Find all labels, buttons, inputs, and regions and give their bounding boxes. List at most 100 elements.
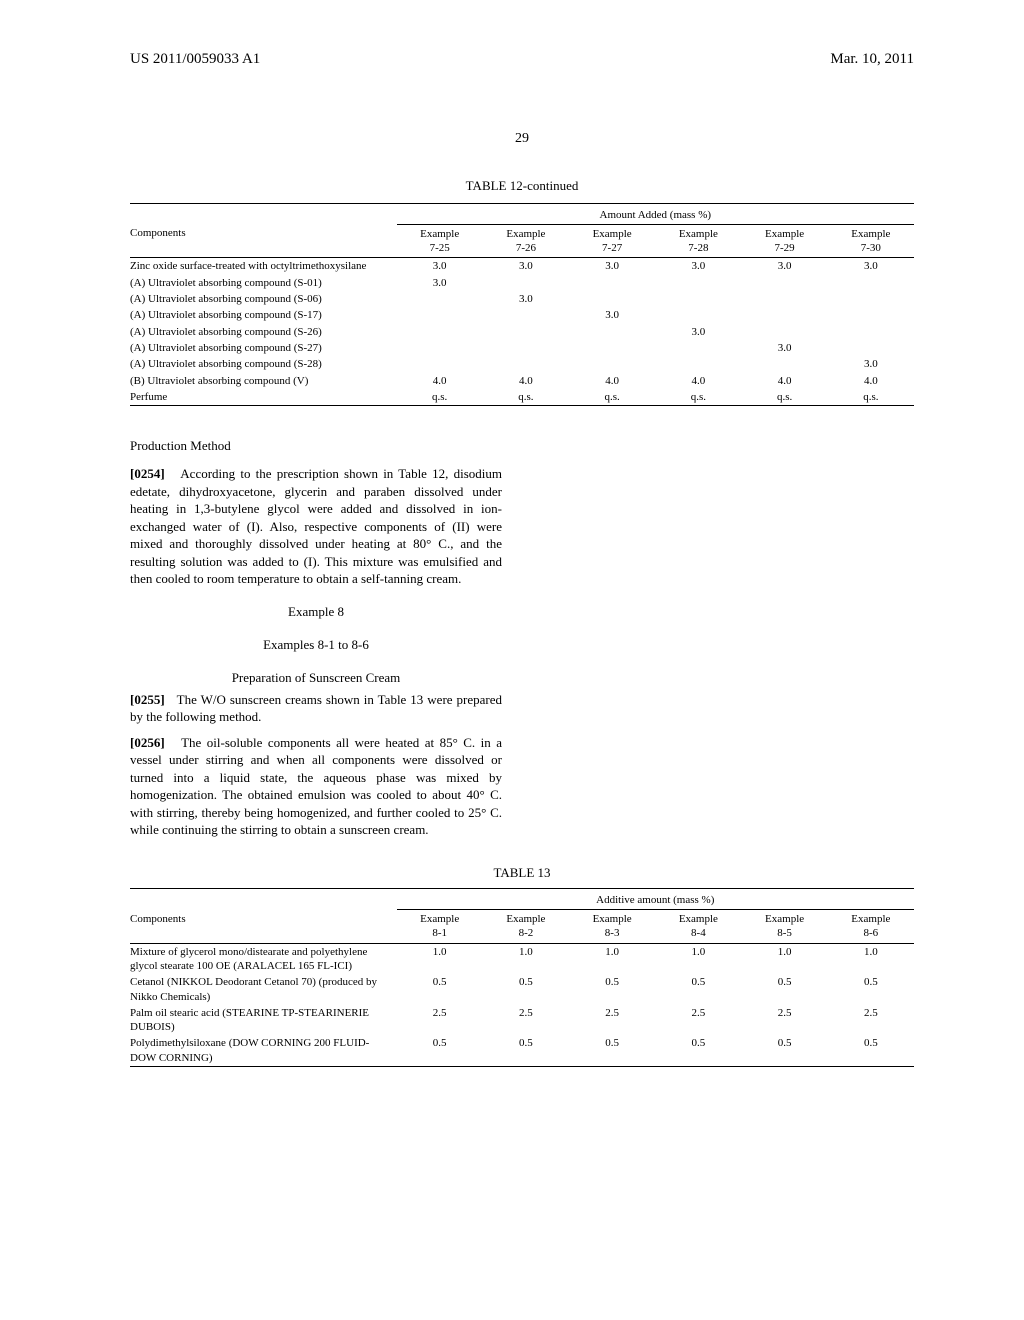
- publication-date: Mar. 10, 2011: [830, 50, 914, 70]
- table-row: Palm oil stearic acid (STEARINE TP-STEAR…: [130, 1005, 914, 1036]
- value-cell: 0.5: [569, 1035, 655, 1066]
- value-cell: [397, 356, 483, 372]
- table13: Additive amount (mass %) Components Exam…: [130, 888, 914, 1067]
- value-cell: [741, 307, 827, 323]
- table-row: (A) Ultraviolet absorbing compound (S-01…: [130, 275, 914, 291]
- table-row: Perfumeq.s.q.s.q.s.q.s.q.s.q.s.: [130, 389, 914, 406]
- value-cell: 0.5: [828, 974, 914, 1005]
- value-cell: 3.0: [483, 291, 569, 307]
- page-number: 29: [130, 130, 914, 148]
- para-0255: [0255] The W/O sunscreen creams shown in…: [130, 691, 502, 726]
- component-label: (A) Ultraviolet absorbing compound (S-27…: [130, 340, 397, 356]
- value-cell: 2.5: [483, 1005, 569, 1036]
- value-cell: 1.0: [569, 943, 655, 974]
- value-cell: 3.0: [655, 258, 741, 275]
- table12-column-header: Components Example 7-25 Example 7-26 Exa…: [130, 224, 914, 258]
- value-cell: 2.5: [741, 1005, 827, 1036]
- value-cell: 0.5: [741, 1035, 827, 1066]
- value-cell: 3.0: [828, 356, 914, 372]
- para-0254: [0254] According to the prescription sho…: [130, 465, 502, 588]
- value-cell: [828, 275, 914, 291]
- value-cell: 3.0: [397, 275, 483, 291]
- value-cell: 1.0: [828, 943, 914, 974]
- value-cell: 4.0: [655, 373, 741, 389]
- production-method-heading: Production Method: [130, 438, 502, 455]
- component-label: (A) Ultraviolet absorbing compound (S-17…: [130, 307, 397, 323]
- col: Example 7-28: [679, 228, 718, 254]
- value-cell: [741, 356, 827, 372]
- para-text: According to the prescription shown in T…: [130, 466, 502, 586]
- value-cell: 2.5: [569, 1005, 655, 1036]
- value-cell: [483, 356, 569, 372]
- col: Example 8-6: [851, 913, 890, 939]
- table12: Amount Added (mass %) Components Example…: [130, 203, 914, 407]
- value-cell: 0.5: [569, 974, 655, 1005]
- value-cell: 4.0: [741, 373, 827, 389]
- value-cell: 1.0: [741, 943, 827, 974]
- value-cell: [741, 291, 827, 307]
- value-cell: q.s.: [655, 389, 741, 406]
- value-cell: 4.0: [569, 373, 655, 389]
- para-num: [0255]: [130, 692, 165, 707]
- example8-heading: Example 8: [130, 604, 502, 621]
- value-cell: [483, 275, 569, 291]
- value-cell: [741, 324, 827, 340]
- value-cell: 3.0: [397, 258, 483, 275]
- para-num: [0256]: [130, 735, 165, 750]
- col: Example 7-25: [420, 228, 459, 254]
- value-cell: [655, 340, 741, 356]
- component-label: Palm oil stearic acid (STEARINE TP-STEAR…: [130, 1005, 397, 1036]
- value-cell: [828, 291, 914, 307]
- value-cell: 2.5: [655, 1005, 741, 1036]
- component-label: Perfume: [130, 389, 397, 406]
- para-text: The oil-soluble components all were heat…: [130, 735, 502, 838]
- value-cell: [569, 356, 655, 372]
- value-cell: 2.5: [397, 1005, 483, 1036]
- component-label: Mixture of glycerol mono/distearate and …: [130, 943, 397, 974]
- value-cell: [828, 307, 914, 323]
- value-cell: 3.0: [569, 258, 655, 275]
- value-cell: 4.0: [828, 373, 914, 389]
- table12-caption: TABLE 12-continued: [130, 178, 914, 195]
- value-cell: [569, 324, 655, 340]
- value-cell: 1.0: [397, 943, 483, 974]
- table-row: Cetanol (NIKKOL Deodorant Cetanol 70) (p…: [130, 974, 914, 1005]
- value-cell: [655, 275, 741, 291]
- value-cell: 4.0: [483, 373, 569, 389]
- component-label: (A) Ultraviolet absorbing compound (S-26…: [130, 324, 397, 340]
- value-cell: [483, 340, 569, 356]
- table-row: (A) Ultraviolet absorbing compound (S-06…: [130, 291, 914, 307]
- value-cell: 0.5: [397, 974, 483, 1005]
- value-cell: 0.5: [483, 1035, 569, 1066]
- para-0256: [0256] The oil-soluble components all we…: [130, 734, 502, 839]
- table-row: (A) Ultraviolet absorbing compound (S-17…: [130, 307, 914, 323]
- table-row: Polydimethylsiloxane (DOW CORNING 200 FL…: [130, 1035, 914, 1066]
- components-header: Components: [130, 910, 397, 944]
- value-cell: 0.5: [483, 974, 569, 1005]
- component-label: (A) Ultraviolet absorbing compound (S-01…: [130, 275, 397, 291]
- col: Example 8-5: [765, 913, 804, 939]
- value-cell: q.s.: [741, 389, 827, 406]
- value-cell: q.s.: [397, 389, 483, 406]
- value-cell: q.s.: [569, 389, 655, 406]
- value-cell: [741, 275, 827, 291]
- value-cell: 2.5: [828, 1005, 914, 1036]
- table13-caption: TABLE 13: [130, 865, 914, 882]
- table-row: (A) Ultraviolet absorbing compound (S-28…: [130, 356, 914, 372]
- table13-super-header: Additive amount (mass %): [397, 888, 914, 909]
- component-label: Cetanol (NIKKOL Deodorant Cetanol 70) (p…: [130, 974, 397, 1005]
- examples-8-1-to-8-6-heading: Examples 8-1 to 8-6: [130, 637, 502, 654]
- col: Example 7-27: [593, 228, 632, 254]
- value-cell: 3.0: [741, 258, 827, 275]
- component-label: (B) Ultraviolet absorbing compound (V): [130, 373, 397, 389]
- value-cell: 3.0: [655, 324, 741, 340]
- value-cell: q.s.: [828, 389, 914, 406]
- value-cell: [569, 291, 655, 307]
- col: Example 8-4: [679, 913, 718, 939]
- components-header: Components: [130, 224, 397, 258]
- value-cell: [655, 307, 741, 323]
- value-cell: 3.0: [828, 258, 914, 275]
- component-label: Zinc oxide surface-treated with octyltri…: [130, 258, 397, 275]
- value-cell: [397, 291, 483, 307]
- value-cell: [655, 291, 741, 307]
